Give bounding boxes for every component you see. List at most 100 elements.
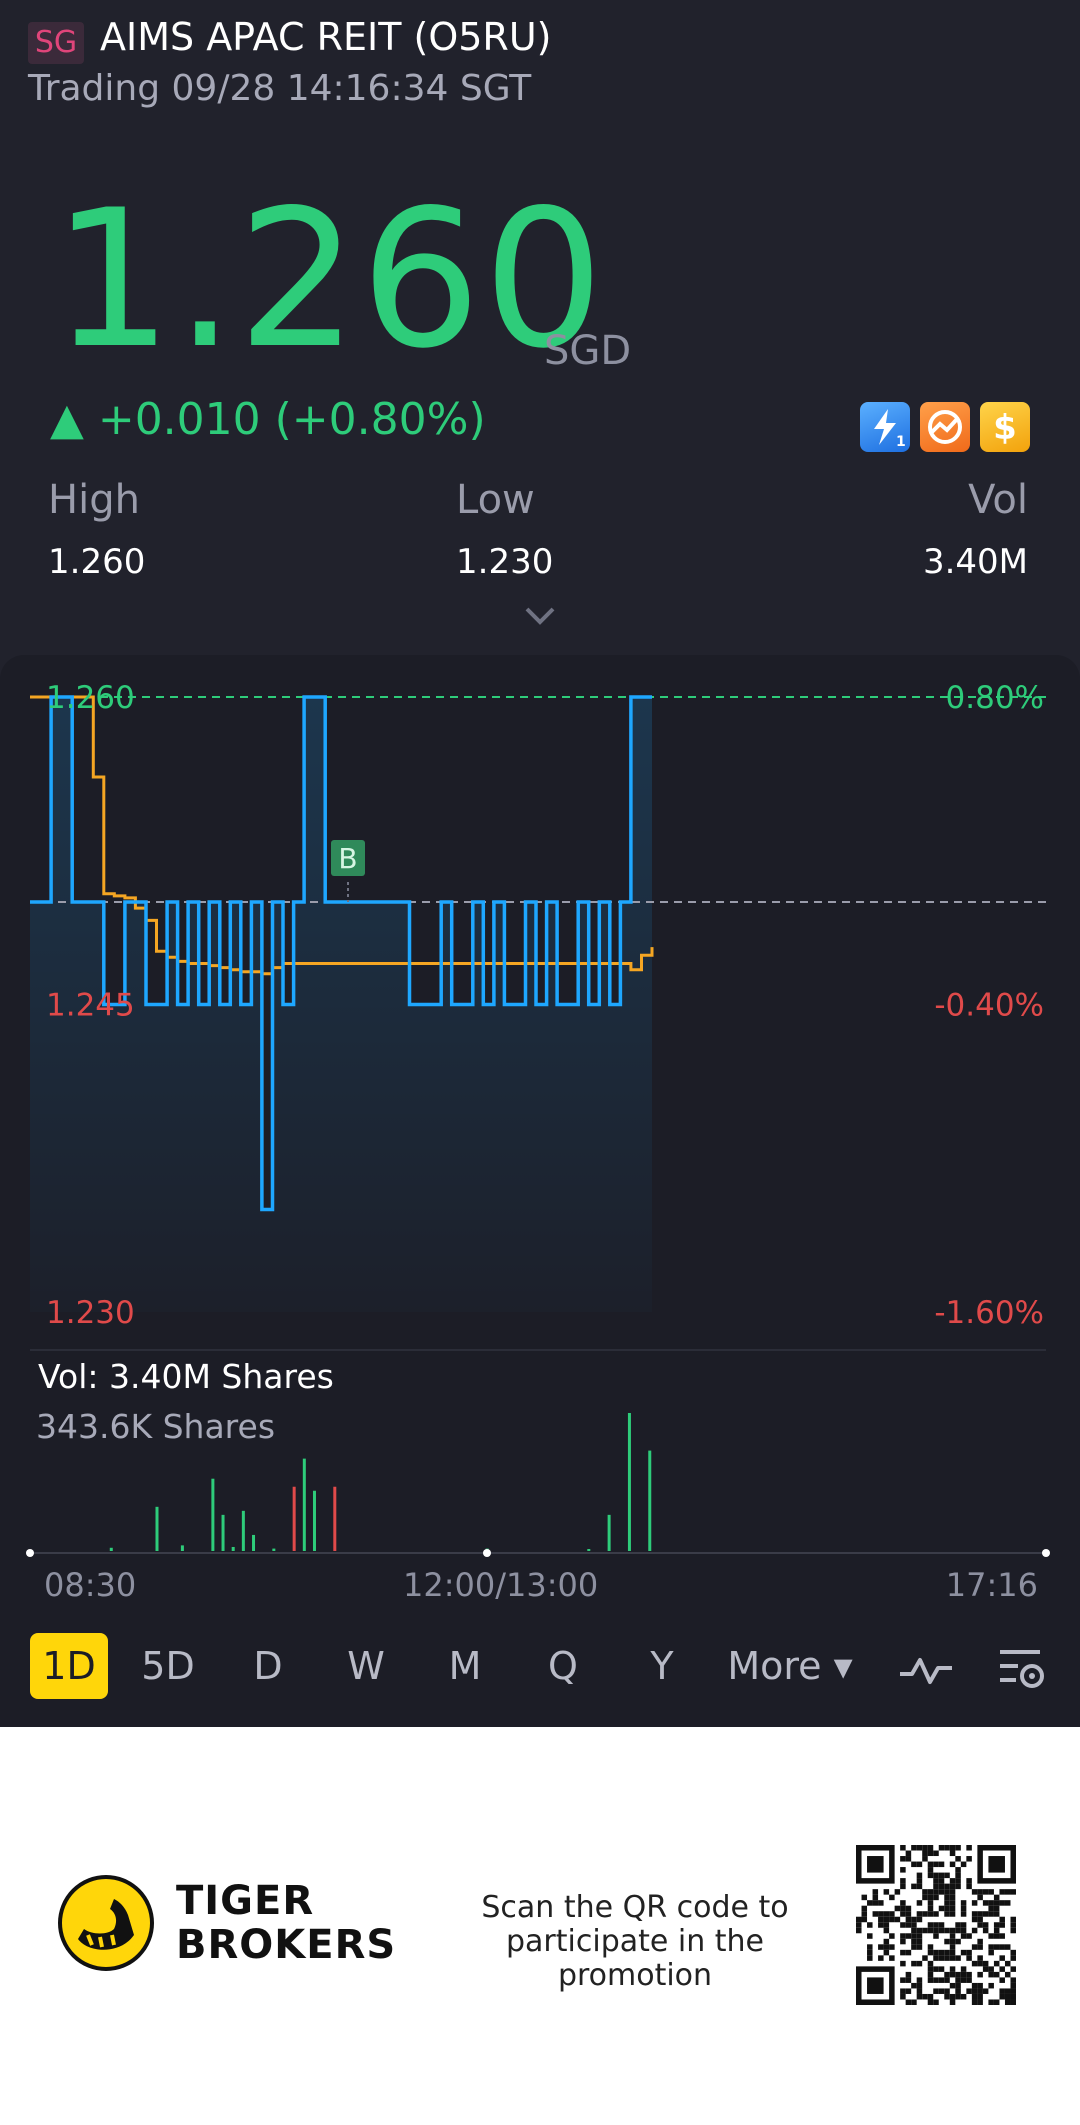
qr-module bbox=[1010, 1988, 1016, 1994]
qr-module bbox=[988, 1971, 994, 1978]
orange-chart-icon[interactable] bbox=[920, 402, 970, 452]
vol-label: Vol bbox=[968, 477, 1028, 523]
qr-module bbox=[933, 1883, 939, 1890]
qr-module bbox=[960, 1993, 967, 2000]
brand-line-1: TIGER bbox=[176, 1878, 315, 1924]
qr-module bbox=[988, 1966, 994, 1972]
dollar-icon[interactable]: $ bbox=[980, 402, 1030, 452]
qr-module bbox=[960, 1911, 967, 1917]
vol-value: 3.40M bbox=[922, 542, 1028, 582]
qr-module bbox=[1004, 1971, 1011, 1978]
qr-module bbox=[960, 1861, 967, 1868]
qr-module bbox=[1004, 1889, 1011, 1895]
qr-module bbox=[927, 1966, 934, 1972]
qr-finder-inner bbox=[867, 1977, 884, 1994]
period-tab-5d[interactable]: 5D bbox=[141, 1644, 195, 1688]
qr-module bbox=[911, 1883, 917, 1890]
qr-module bbox=[927, 1944, 934, 1950]
period-tab-y[interactable]: Y bbox=[650, 1644, 674, 1688]
qr-module bbox=[933, 1922, 939, 1928]
qr-module bbox=[977, 1922, 983, 1928]
qr-module bbox=[949, 1878, 956, 1884]
qr-module bbox=[900, 1900, 906, 1906]
lightning-level1-icon[interactable]: 1 bbox=[860, 402, 910, 452]
qr-module bbox=[916, 1944, 923, 1950]
qr-module bbox=[883, 1911, 890, 1917]
chart-settings-icon[interactable] bbox=[994, 1644, 1050, 1692]
qr-module bbox=[1010, 1955, 1016, 1961]
qr-module bbox=[911, 1982, 917, 1989]
qr-module bbox=[960, 1927, 967, 1934]
qr-module bbox=[916, 1872, 923, 1879]
qr-module bbox=[949, 1889, 956, 1895]
qr-module bbox=[900, 1977, 906, 1983]
qr-module bbox=[1004, 1999, 1011, 2005]
qr-module bbox=[944, 1938, 950, 1945]
qr-module bbox=[933, 1878, 939, 1884]
price-area-fill bbox=[30, 697, 652, 1312]
period-more-dropdown[interactable]: More ▾ bbox=[727, 1644, 853, 1688]
low-label: Low bbox=[456, 477, 535, 523]
indicator-icon[interactable] bbox=[898, 1644, 954, 1692]
volume-bar bbox=[648, 1450, 652, 1551]
qr-module bbox=[911, 1861, 917, 1868]
qr-module bbox=[971, 1960, 978, 1967]
qr-module bbox=[933, 1955, 939, 1961]
qr-module bbox=[911, 1960, 917, 1967]
last-price: 1.260 bbox=[52, 169, 606, 390]
qr-module bbox=[977, 1960, 983, 1967]
period-tab-1d[interactable]: 1D bbox=[30, 1633, 108, 1699]
qr-module bbox=[916, 1911, 923, 1917]
qr-module bbox=[933, 1850, 939, 1857]
qr-module bbox=[966, 1878, 972, 1884]
qr-module bbox=[982, 1889, 989, 1895]
qr-module bbox=[977, 1971, 983, 1978]
qr-module bbox=[900, 1938, 906, 1945]
price-change: ▲ +0.010 (+0.80%) bbox=[50, 394, 486, 445]
qr-module bbox=[999, 1966, 1005, 1972]
period-tab-q[interactable]: Q bbox=[548, 1644, 578, 1688]
qr-module bbox=[878, 1955, 884, 1961]
qr-module bbox=[955, 1922, 961, 1928]
period-tab-w[interactable]: W bbox=[347, 1644, 385, 1688]
qr-module bbox=[949, 1845, 956, 1851]
qr-module bbox=[938, 1922, 945, 1928]
qr-module bbox=[955, 1982, 961, 1989]
qr-module bbox=[999, 1977, 1005, 1983]
qr-module bbox=[949, 1999, 956, 2005]
qr-module bbox=[883, 1927, 890, 1934]
qr-module bbox=[861, 1905, 868, 1912]
qr-module bbox=[999, 1916, 1005, 1923]
qr-module bbox=[993, 1933, 1000, 1939]
volume-bar bbox=[302, 1458, 306, 1551]
qr-module bbox=[955, 1845, 961, 1851]
qr-module bbox=[867, 1933, 873, 1939]
qr-module bbox=[949, 1949, 956, 1956]
qr-module bbox=[966, 1845, 972, 1851]
promo-text: Scan the QR code to participate in the p… bbox=[430, 1891, 840, 1993]
qr-module bbox=[1010, 1982, 1016, 1989]
qr-module bbox=[856, 1922, 862, 1928]
qr-module bbox=[971, 1911, 978, 1917]
volume-bar bbox=[180, 1545, 184, 1551]
period-tab-d[interactable]: D bbox=[253, 1644, 283, 1688]
qr-module bbox=[878, 1922, 884, 1928]
qr-module bbox=[971, 1927, 978, 1934]
qr-module bbox=[949, 1883, 956, 1890]
qr-module bbox=[872, 1911, 879, 1917]
qr-module bbox=[955, 1856, 961, 1862]
qr-module bbox=[933, 1999, 939, 2005]
promo-qr-code[interactable] bbox=[856, 1845, 1016, 2005]
qr-module bbox=[944, 1905, 950, 1912]
qr-module bbox=[971, 1999, 978, 2005]
qr-module bbox=[938, 1872, 945, 1879]
intraday-chart[interactable]: B 1.260 1.245 1.230 0.80% -0.40% -1.60% bbox=[0, 655, 1080, 1565]
expand-chevron-down-icon[interactable] bbox=[524, 604, 556, 628]
qr-module bbox=[911, 1944, 917, 1950]
qr-module bbox=[1004, 1988, 1011, 1994]
qr-module bbox=[938, 1955, 945, 1961]
qr-module bbox=[949, 1993, 956, 2000]
volume-bar bbox=[292, 1486, 296, 1551]
period-tab-m[interactable]: M bbox=[448, 1644, 482, 1688]
qr-module bbox=[916, 1916, 923, 1923]
